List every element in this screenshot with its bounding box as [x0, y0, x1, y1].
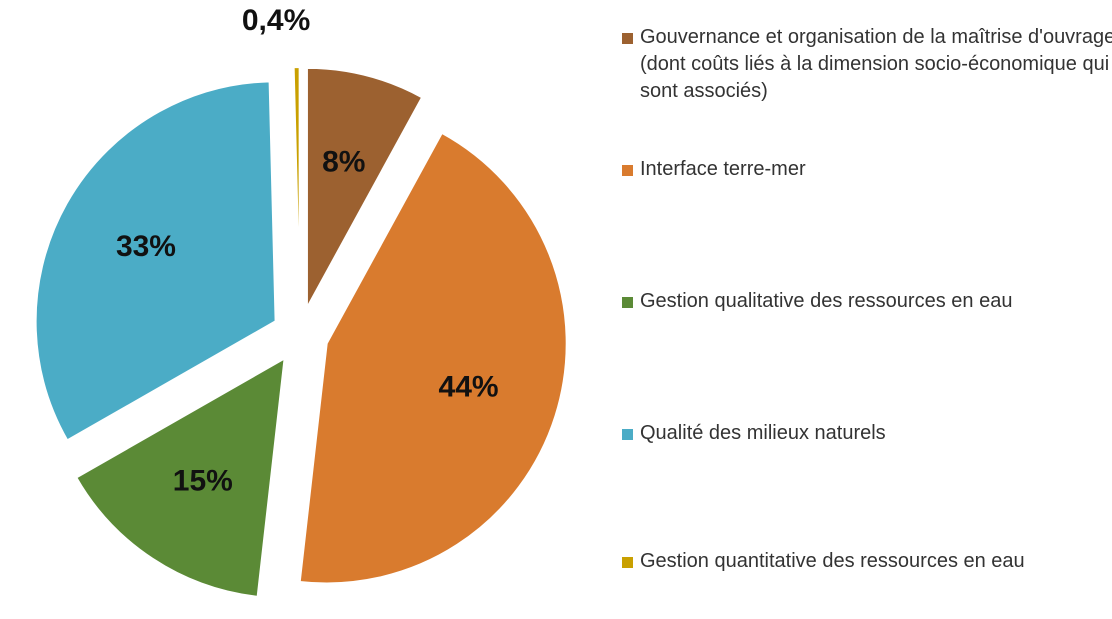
legend-label: Qualité des milieux naturels [640, 422, 886, 444]
legend-swatch [622, 165, 633, 176]
legend-swatch [622, 297, 633, 308]
legend-label: Interface terre-mer [640, 158, 806, 180]
data-label: 44% [439, 370, 499, 403]
data-label: 15% [173, 465, 233, 498]
legend-label: Gestion quantitative des ressources en e… [640, 550, 1025, 572]
legend-label: Gouvernance et organisation de la maîtri… [640, 26, 1112, 102]
pie-slice [34, 80, 277, 442]
legend-entry: Gouvernance et organisation de la maîtri… [622, 24, 1112, 105]
pie-slice [74, 356, 286, 598]
legend-swatch [622, 429, 633, 440]
legend-entry: Gestion quantitative des ressources en e… [622, 548, 1112, 575]
legend-swatch [622, 557, 633, 568]
pie-slice [292, 66, 301, 308]
data-label: 8% [322, 146, 365, 179]
legend-swatch [622, 33, 633, 44]
data-label: 0,4% [242, 4, 310, 37]
legend-entry: Gestion qualitative des ressources en ea… [622, 288, 1112, 315]
legend-entry: Interface terre-mer [622, 156, 1112, 183]
data-label: 33% [116, 230, 176, 263]
legend-entry: Qualité des milieux naturels [622, 420, 1112, 447]
pie-area: 8% 44% 15% 33% 0,4% [34, 4, 568, 598]
legend-label: Gestion qualitative des ressources en ea… [640, 290, 1013, 312]
pie-slice [305, 66, 424, 309]
pie-slice [298, 131, 568, 585]
